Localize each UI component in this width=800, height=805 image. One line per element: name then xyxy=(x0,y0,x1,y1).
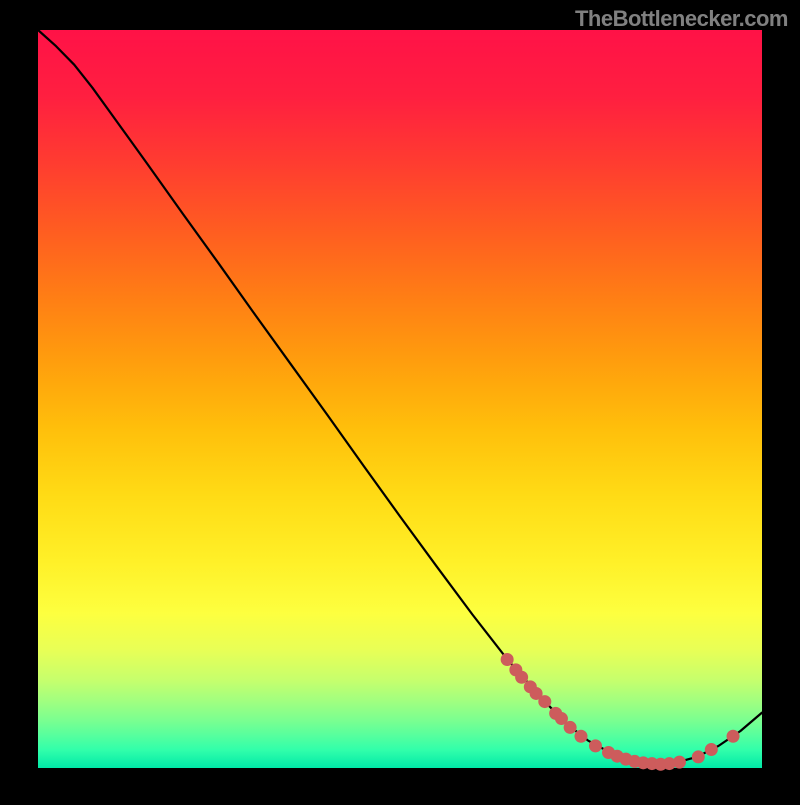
data-marker xyxy=(727,730,739,742)
chart-container xyxy=(0,0,800,800)
data-marker xyxy=(539,696,551,708)
data-marker xyxy=(575,730,587,742)
plot-background xyxy=(38,30,762,768)
data-marker xyxy=(692,751,704,763)
data-marker xyxy=(501,654,513,666)
data-marker xyxy=(705,744,717,756)
data-marker xyxy=(516,671,528,683)
bottleneck-chart xyxy=(0,0,800,800)
attribution-text: TheBottlenecker.com xyxy=(575,6,788,32)
data-marker xyxy=(589,740,601,752)
data-marker xyxy=(673,756,685,768)
data-marker xyxy=(564,721,576,733)
